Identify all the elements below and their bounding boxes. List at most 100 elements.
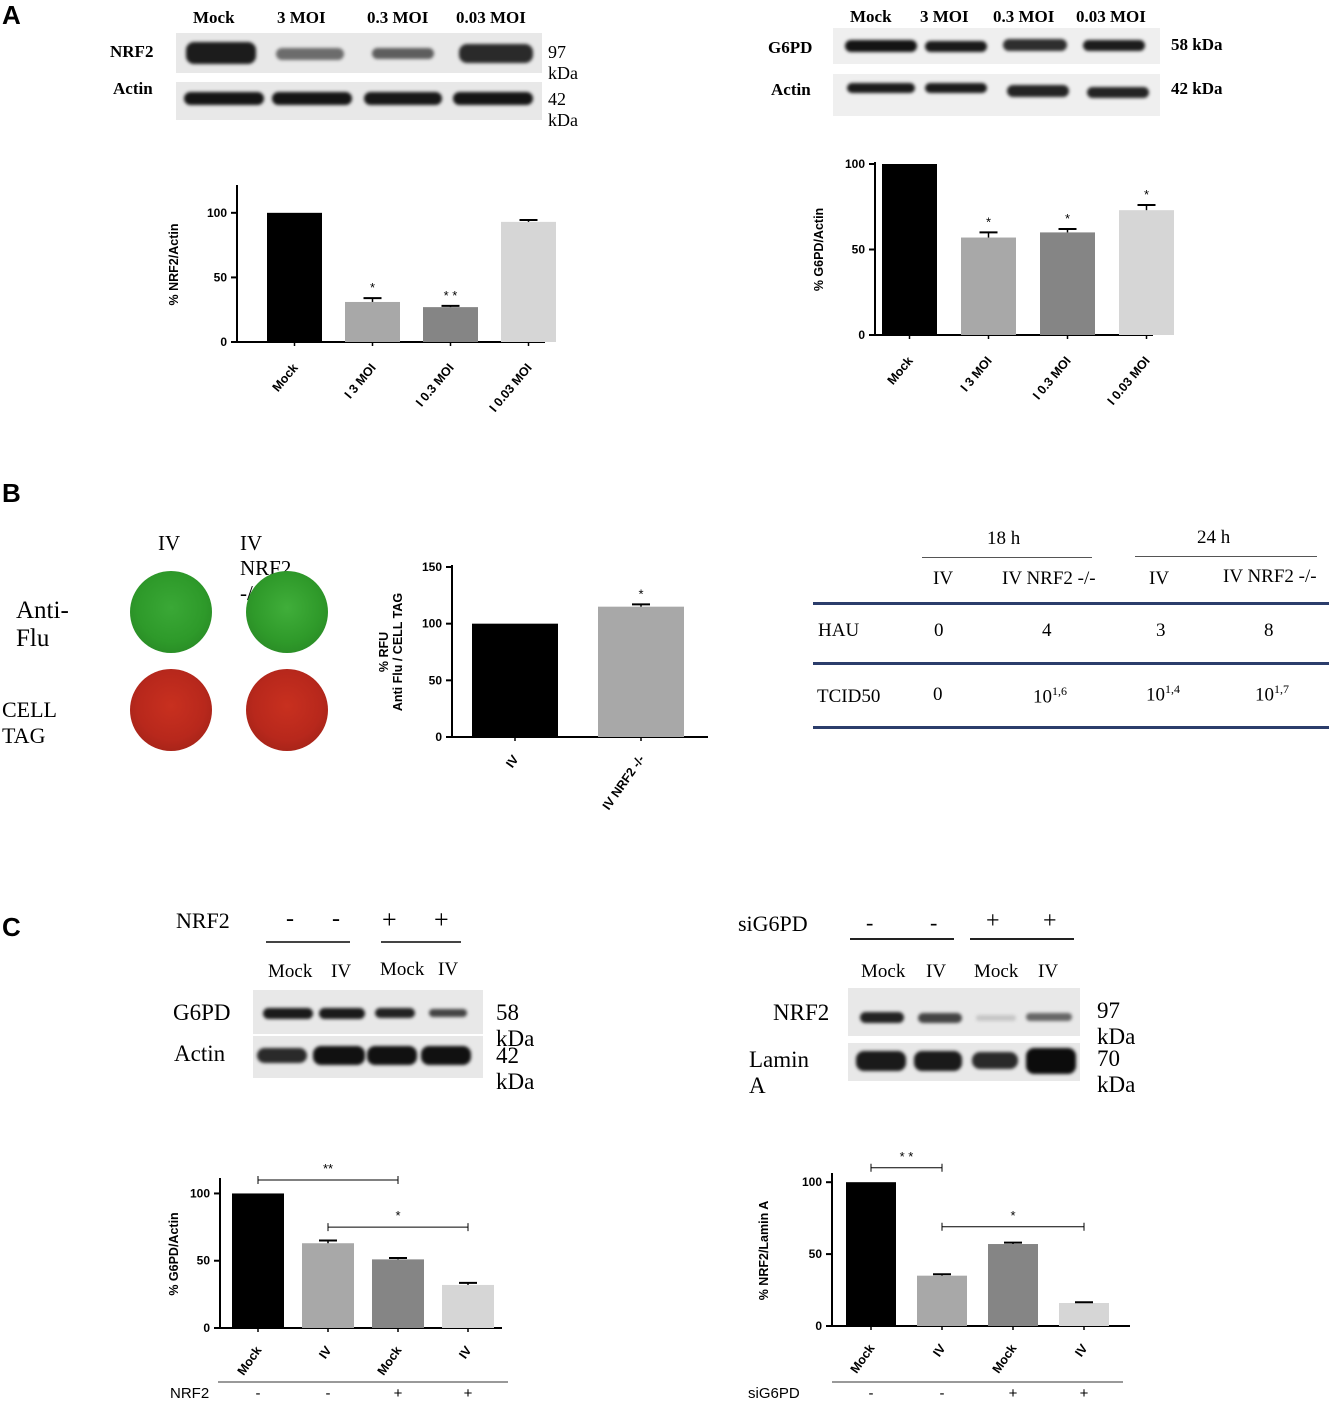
- treatment-sign: +: [394, 1385, 403, 1402]
- x-tick-label: IV NRF2 -/-: [600, 753, 648, 813]
- blot-a2-row-label: Actin: [771, 80, 811, 99]
- blot-band: [925, 83, 987, 93]
- tcid-base: 10: [1255, 684, 1274, 706]
- blot-c2-nrf2-strip: [848, 988, 1080, 1036]
- y-tick-label: 100: [207, 206, 227, 220]
- table-rule: [813, 662, 1329, 665]
- x-tick-label: IV: [930, 1341, 949, 1359]
- significance-mark: *: [370, 280, 375, 295]
- blot-a1-row-label: Actin: [113, 79, 153, 98]
- blot-a2-row-label: G6PD: [768, 38, 813, 57]
- treat-sign: +: [1043, 908, 1057, 934]
- table-group-rule: [1135, 556, 1317, 557]
- table-group-rule: [922, 557, 1092, 558]
- blot-c1-lane-label: Mock: [268, 961, 313, 982]
- y-tick-label: 150: [422, 560, 442, 574]
- blot-band: [453, 92, 533, 105]
- blot-a2-lane-label: 3 MOI: [920, 7, 969, 26]
- y-axis-label: % G6PD/Actin: [812, 208, 826, 291]
- treat-sign: +: [382, 905, 397, 934]
- blot-band: [313, 1046, 365, 1065]
- treatment-sign: -: [326, 1385, 331, 1402]
- blot-c1-g6pd-strip: [253, 990, 483, 1034]
- blot-c1-lane-label: IV: [331, 961, 352, 982]
- blot-band: [1087, 87, 1149, 98]
- significance-mark: *: [986, 214, 991, 229]
- blot-c2-treat-label: siG6PD: [738, 911, 808, 936]
- y-tick-label: 100: [845, 157, 865, 171]
- table-cell: 8: [1264, 620, 1274, 641]
- blot-c2-lane-label: Mock: [861, 961, 906, 982]
- bar: [1059, 1302, 1109, 1326]
- table-cell: 101,7: [1255, 682, 1289, 706]
- blot-band: [925, 41, 987, 52]
- blot-band: [459, 44, 533, 63]
- chart-nrf2-actin: 0 50 100 % NRF2/Actin Mock * I 3 MOI * * I 0.3 M…: [167, 185, 556, 415]
- blot-a2-g6pd-strip: [833, 28, 1160, 64]
- y-tick-label: 0: [203, 1321, 210, 1335]
- table-row-label: HAU: [818, 620, 860, 641]
- table-cell: 3: [1156, 620, 1166, 641]
- treatment-sign: -: [256, 1385, 261, 1402]
- blot-band: [263, 1008, 313, 1019]
- y-tick-label: 50: [809, 1247, 823, 1261]
- blot-c1-row-label: Actin: [174, 1041, 226, 1066]
- significance-mark: *: [638, 586, 643, 601]
- blot-c1-lane-label: IV: [438, 959, 459, 980]
- y-tick-label: 50: [214, 270, 228, 284]
- table-col-header: IV: [933, 568, 954, 589]
- x-tick-label: Mock: [848, 1342, 878, 1376]
- treatment-sign: -: [869, 1385, 874, 1402]
- y-axis-label: % NRF2/Lamin A: [757, 1201, 771, 1301]
- well-col-label: IV: [158, 531, 181, 555]
- blot-c2-lane-label: IV: [1038, 961, 1059, 982]
- x-tick-label: I 0.3 MOI: [413, 361, 457, 409]
- tcid-exp: 1,4: [1165, 682, 1180, 696]
- blot-a2-lane-label: Mock: [850, 7, 892, 26]
- blot-band: [184, 92, 264, 105]
- blot-band: [918, 1013, 962, 1023]
- treatment-sign: +: [1009, 1385, 1018, 1402]
- blot-a1-row-label: NRF2: [110, 42, 154, 61]
- bar: [1040, 232, 1095, 335]
- x-tick-label: I 0.03 MOI: [487, 361, 535, 415]
- x-tick-label: I 3 MOI: [342, 361, 379, 401]
- blot-band: [914, 1051, 962, 1071]
- blot-c2-lane-label: Mock: [974, 961, 1019, 982]
- significance-mark: *: [1010, 1208, 1015, 1223]
- blot-band: [276, 48, 344, 60]
- blot-c2-row-label: NRF2: [773, 1000, 830, 1025]
- significance-mark: **: [323, 1161, 333, 1176]
- bar: [882, 164, 937, 335]
- treatment-label: siG6PD: [748, 1385, 800, 1402]
- bar: [423, 307, 478, 342]
- sign-rule: [970, 938, 1074, 940]
- y-axis-label: % NRF2/Actin: [167, 224, 181, 306]
- table-cell: 101,6: [1033, 684, 1067, 708]
- tcid-base: 10: [1146, 684, 1165, 706]
- blot-a1-nrf2-strip: [176, 33, 542, 73]
- well-row-label: Anti-Flu: [16, 597, 69, 652]
- table-cell: 101,4: [1146, 682, 1180, 706]
- bar: [961, 237, 1016, 335]
- well-row-label: CELL TAG: [2, 697, 57, 748]
- blot-band: [367, 1046, 417, 1065]
- well-ko-celltag: [246, 669, 328, 751]
- treat-sign: +: [434, 905, 449, 934]
- bar: [372, 1259, 424, 1328]
- blot-a2-lane-label: 0.3 MOI: [993, 7, 1055, 26]
- significance-mark: *: [1065, 211, 1070, 226]
- panel-label-b: B: [2, 478, 21, 508]
- bar: [442, 1284, 494, 1328]
- y-tick-label: 0: [435, 730, 442, 744]
- bar: [846, 1182, 896, 1326]
- bar: [302, 1243, 354, 1328]
- bar: [501, 221, 556, 342]
- blot-a1-size-label: 97 kDa: [548, 42, 578, 83]
- y-tick-label: 0: [220, 335, 227, 349]
- blot-a1-lane-label: 0.3 MOI: [367, 8, 429, 27]
- blot-band: [1083, 40, 1145, 51]
- blot-a1-actin-strip: [176, 82, 542, 120]
- chart-c-nrf2-lamin: 0 50 100 % NRF2/Lamin A Mock IV Mock IV * * * siG6…: [748, 1149, 1130, 1402]
